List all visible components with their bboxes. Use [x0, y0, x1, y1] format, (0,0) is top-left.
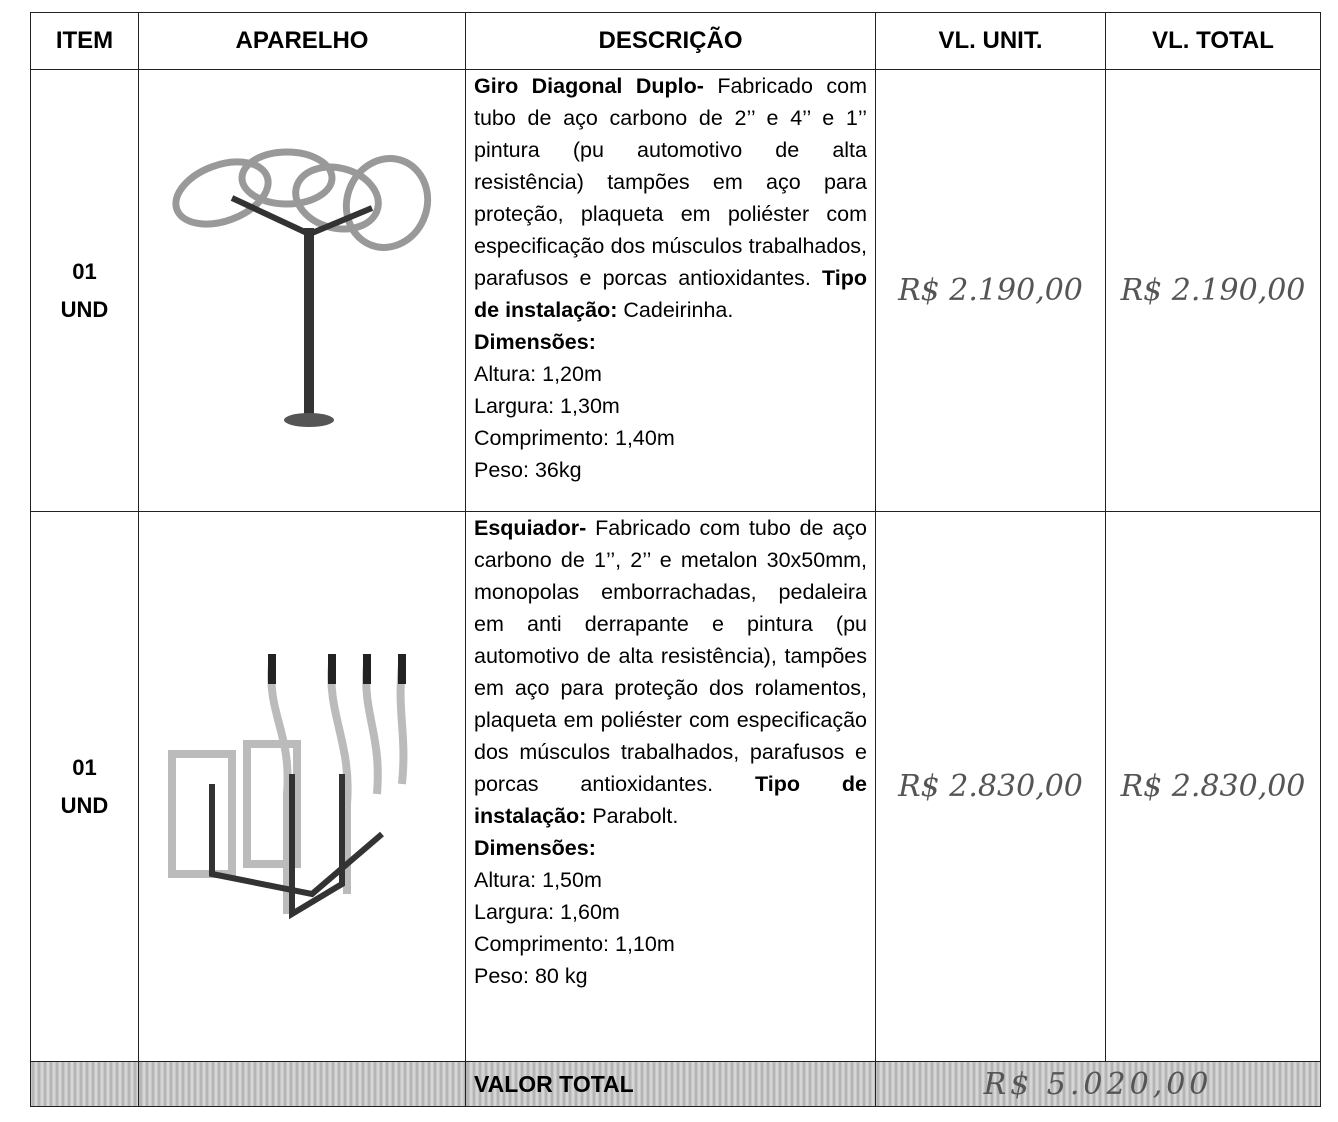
price-table: ITEM APARELHO DESCRIÇÃO VL. UNIT. VL. TO… — [30, 12, 1321, 1107]
empty-cell — [30, 1061, 139, 1107]
image-cell — [138, 69, 466, 512]
dimension: Comprimento: 1,40m — [474, 426, 675, 450]
equipment-image — [172, 148, 432, 427]
header: DESCRIÇÃO — [465, 12, 876, 70]
dims-label: Dimensões: — [474, 836, 596, 860]
unit-value: R$ 2.830,00 — [875, 511, 1106, 1062]
header: VL. TOTAL — [1105, 12, 1321, 70]
product-name: Esquiador- — [474, 516, 587, 540]
grand-total: R$ 5.020,00 — [875, 1061, 1321, 1107]
install-value: Parabolt. — [592, 804, 679, 828]
item-cell: 01 UND — [30, 69, 139, 512]
total-row: VALOR TOTAL R$ 5.020,00 — [30, 1061, 1321, 1107]
unit-value: R$ 2.190,00 — [875, 69, 1106, 512]
description: Fabricado com tubo de aço carbono de 1’’… — [474, 516, 867, 796]
install-label: Tipo de instalação: — [474, 266, 867, 322]
item-unit: UND — [60, 792, 109, 818]
item-number: 01 — [72, 258, 97, 284]
dimension: Altura: 1,50m — [474, 868, 602, 892]
header-row: ITEM APARELHO DESCRIÇÃO VL. UNIT. VL. TO… — [30, 12, 1321, 70]
item-cell: 01 UND — [30, 511, 139, 1062]
header: VL. UNIT. — [875, 12, 1106, 70]
header: ITEM — [30, 12, 139, 70]
image-cell — [138, 511, 466, 1062]
dimension: Altura: 1,20m — [474, 362, 602, 386]
empty-cell — [138, 1061, 466, 1107]
header: APARELHO — [138, 12, 466, 70]
dimension: Peso: 36kg — [474, 458, 582, 482]
install-value: Cadeirinha. — [623, 298, 734, 322]
dimension: Largura: 1,30m — [474, 394, 620, 418]
install-label: Tipo de instalação: — [474, 772, 867, 828]
row: 01 UND Esquiador- Fabricado com tubo de a… — [30, 511, 1321, 1062]
product-name: Giro Diagonal Duplo- — [474, 74, 704, 98]
dims-label: Dimensões: — [474, 330, 596, 354]
pole — [304, 228, 314, 418]
description-cell: Giro Diagonal Duplo- Fabricado com tubo … — [465, 69, 876, 512]
total-value: R$ 2.190,00 — [1105, 69, 1321, 512]
item-unit: UND — [60, 296, 109, 322]
description-cell: Esquiador- Fabricado com tubo de aço car… — [465, 511, 876, 1062]
description: Fabricado com tubo de aço carbono de 2’’… — [474, 74, 867, 290]
total-value: R$ 2.830,00 — [1105, 511, 1321, 1062]
dimension: Largura: 1,60m — [474, 900, 620, 924]
total-label: VALOR TOTAL — [465, 1061, 876, 1107]
equipment-image — [168, 654, 408, 920]
row: 01 UND Giro Diagonal Duplo- Fabricado com… — [30, 69, 1321, 512]
item-number: 01 — [72, 754, 97, 780]
dimension: Comprimento: 1,10m — [474, 932, 675, 956]
dimension: Peso: 80 kg — [474, 964, 588, 988]
